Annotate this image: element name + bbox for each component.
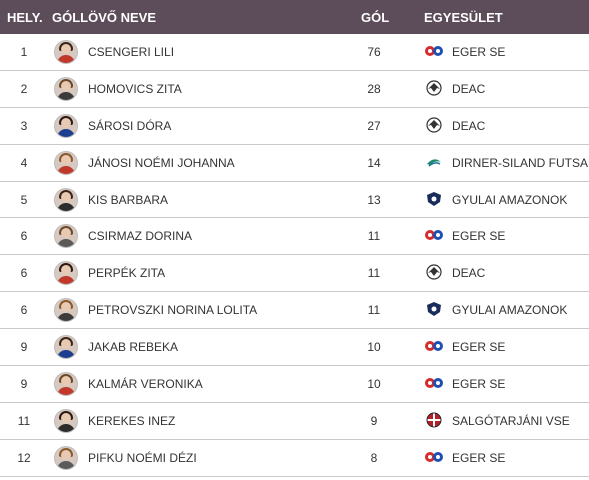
player-name[interactable]: PETROVSZKI NORINA LOLITA bbox=[88, 303, 258, 318]
club-name[interactable]: SALGÓTARJÁNI VSE bbox=[452, 413, 570, 428]
player-avatar[interactable] bbox=[54, 408, 78, 433]
player-name[interactable]: HOMOVICS ZITA bbox=[88, 81, 182, 96]
table-row[interactable]: 11 KEREKES INEZ 9 SALGÓTARJÁNI VSE bbox=[0, 402, 589, 440]
rank-cell: 1 bbox=[20, 45, 28, 59]
table-row[interactable]: 6 PERPÉK ZITA 11 DEAC bbox=[0, 255, 589, 293]
player-avatar[interactable] bbox=[54, 261, 78, 286]
table-row[interactable]: 2 HOMOVICS ZITA 28 DEAC bbox=[0, 70, 589, 108]
rank-cell: 9 bbox=[20, 377, 28, 392]
player-name[interactable]: JAKAB REBEKA bbox=[88, 340, 179, 355]
eger-se-logo[interactable] bbox=[424, 338, 444, 354]
salgotarjani-vse-logo[interactable] bbox=[424, 412, 444, 428]
player-avatar[interactable] bbox=[54, 76, 78, 101]
rank-cell: 5 bbox=[20, 192, 28, 207]
player-avatar[interactable] bbox=[54, 224, 78, 249]
player-name[interactable]: KEREKES INEZ bbox=[88, 413, 176, 428]
deac-logo[interactable] bbox=[424, 264, 444, 280]
club-name[interactable]: GYULAI AMAZONOK bbox=[452, 192, 568, 207]
dirner-siland-logo[interactable] bbox=[424, 154, 444, 170]
player-avatar[interactable] bbox=[54, 113, 78, 138]
table-row[interactable]: 1 CSENGERI LILI 76 EGER SE bbox=[0, 34, 589, 71]
rank-cell: 2 bbox=[20, 81, 28, 96]
deac-logo[interactable] bbox=[424, 80, 444, 96]
goals-cell: 28 bbox=[367, 81, 381, 96]
header-club: EGYESÜLET bbox=[424, 10, 503, 25]
rank-cell: 6 bbox=[20, 229, 28, 244]
player-avatar[interactable] bbox=[54, 445, 78, 470]
goals-cell: 14 bbox=[367, 155, 381, 170]
header-rank: HELY. bbox=[7, 10, 43, 25]
table-row[interactable]: 9 KALMÁR VERONIKA 10 EGER SE bbox=[0, 366, 589, 403]
rank-cell: 6 bbox=[20, 266, 28, 281]
goals-cell: 13 bbox=[367, 192, 381, 207]
table-row[interactable]: 12 PIFKU NOÉMI DÉZI 8 EGER SE bbox=[0, 439, 589, 477]
goals-cell: 76 bbox=[367, 45, 381, 59]
player-avatar[interactable] bbox=[54, 187, 78, 212]
player-name[interactable]: PIFKU NOÉMI DÉZI bbox=[88, 450, 197, 465]
player-name[interactable]: PERPÉK ZITA bbox=[88, 266, 166, 281]
rank-cell: 12 bbox=[17, 450, 31, 465]
table-row[interactable]: 6 CSIRMAZ DORINA 11 EGER SE bbox=[0, 218, 589, 256]
club-name[interactable]: DEAC bbox=[452, 118, 486, 133]
eger-se-logo[interactable] bbox=[424, 227, 444, 243]
goals-cell: 27 bbox=[367, 118, 381, 133]
deac-logo[interactable] bbox=[424, 117, 444, 133]
club-name[interactable]: DEAC bbox=[452, 266, 486, 281]
table-row[interactable]: 4 JÁNOSI NOÉMI JOHANNA 14 DIRNER-SILAND FUT… bbox=[0, 144, 589, 182]
table-header: HELY. GÓLLÖVŐ NEVE GÓL EGYESÜLET bbox=[0, 0, 589, 34]
player-name[interactable]: SÁROSI DÓRA bbox=[88, 118, 172, 133]
player-avatar[interactable] bbox=[54, 150, 78, 175]
player-name[interactable]: CSENGERI LILI bbox=[88, 45, 175, 59]
table-row[interactable]: 3 SÁROSI DÓRA 27 DEAC bbox=[0, 107, 589, 145]
rank-cell: 4 bbox=[20, 155, 28, 170]
club-name[interactable]: EGER SE bbox=[452, 229, 506, 244]
table-row[interactable]: 9 JAKAB REBEKA 10 EGER SE bbox=[0, 329, 589, 367]
club-name[interactable]: EGER SE bbox=[452, 45, 506, 59]
player-name[interactable]: JÁNOSI NOÉMI JOHANNA bbox=[88, 155, 235, 170]
table-body: 1 CSENGERI LILI 76 EGER SE 2 HOMOVICS ZITA 28 D… bbox=[0, 34, 589, 477]
club-name[interactable]: EGER SE bbox=[452, 377, 506, 392]
goals-cell: 11 bbox=[367, 303, 381, 318]
eger-se-logo[interactable] bbox=[424, 375, 444, 391]
gyulai-amazonok-logo[interactable] bbox=[424, 191, 444, 207]
table-row[interactable]: 6 PETROVSZKI NORINA LOLITA 11 GYULAI AMAZON… bbox=[0, 292, 589, 330]
player-avatar[interactable] bbox=[54, 40, 78, 64]
goals-cell: 8 bbox=[370, 450, 378, 465]
player-name[interactable]: CSIRMAZ DORINA bbox=[88, 229, 193, 244]
goals-cell: 10 bbox=[367, 377, 381, 392]
eger-se-logo[interactable] bbox=[424, 449, 444, 465]
rank-cell: 9 bbox=[20, 340, 28, 355]
header-goals: GÓL bbox=[361, 10, 390, 25]
club-name[interactable]: GYULAI AMAZONOK bbox=[452, 303, 568, 318]
goals-cell: 11 bbox=[367, 266, 381, 281]
player-name[interactable]: KIS BARBARA bbox=[88, 192, 169, 207]
player-avatar[interactable] bbox=[54, 335, 78, 360]
header-name: GÓLLÖVŐ NEVE bbox=[52, 10, 157, 25]
table-row[interactable]: 5 KIS BARBARA 13 GYULAI AMAZONOK bbox=[0, 181, 589, 219]
club-name[interactable]: DEAC bbox=[452, 81, 486, 96]
player-avatar[interactable] bbox=[54, 298, 78, 323]
goals-cell: 10 bbox=[367, 340, 381, 355]
eger-se-logo[interactable] bbox=[424, 43, 444, 59]
rank-cell: 11 bbox=[17, 413, 31, 428]
club-name[interactable]: EGER SE bbox=[452, 340, 506, 355]
rank-cell: 6 bbox=[20, 303, 28, 318]
rank-cell: 3 bbox=[20, 118, 28, 133]
club-name[interactable]: EGER SE bbox=[452, 450, 506, 465]
gyulai-amazonok-logo[interactable] bbox=[424, 301, 444, 317]
player-avatar[interactable] bbox=[54, 372, 78, 397]
goals-cell: 11 bbox=[367, 229, 381, 244]
player-name[interactable]: KALMÁR VERONIKA bbox=[88, 377, 203, 392]
goals-cell: 9 bbox=[370, 413, 378, 428]
club-name[interactable]: DIRNER-SILAND FUTSAL bbox=[452, 155, 589, 170]
